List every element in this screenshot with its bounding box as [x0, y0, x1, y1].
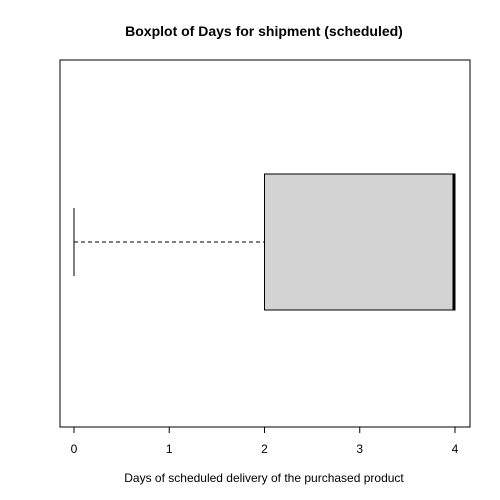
chart-title: Boxplot of Days for shipment (scheduled)	[125, 23, 403, 39]
x-axis-label: Days of scheduled delivery of the purcha…	[124, 471, 404, 485]
x-axis: 0 1 2 3 4	[71, 427, 459, 456]
x-tick-label: 4	[452, 442, 459, 456]
x-tick-label: 1	[166, 442, 173, 456]
box-group	[73, 173, 456, 311]
x-tick-label: 0	[71, 442, 78, 456]
x-tick-label: 2	[261, 442, 268, 456]
x-tick-label: 3	[356, 442, 363, 456]
box-iqr	[264, 173, 456, 311]
